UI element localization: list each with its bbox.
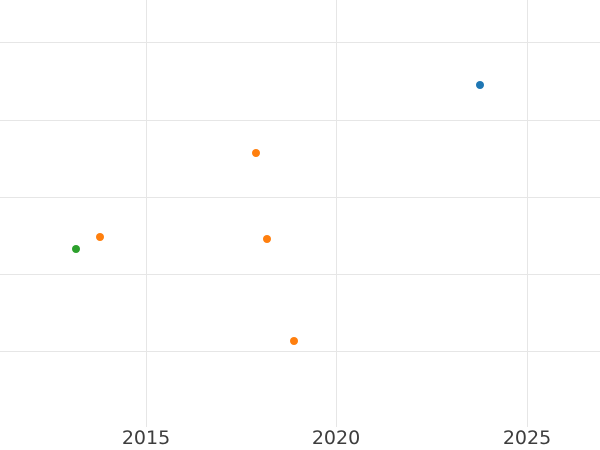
vertical-gridline (146, 0, 147, 427)
vertical-gridline (527, 0, 528, 427)
series-blue-point (476, 81, 484, 89)
series-orange-point (290, 337, 298, 345)
series-green-point (72, 245, 80, 253)
horizontal-gridline (0, 274, 600, 275)
horizontal-gridline (0, 42, 600, 43)
series-orange-point (252, 149, 260, 157)
horizontal-gridline (0, 196, 600, 198)
horizontal-gridline (0, 119, 600, 121)
horizontal-gridline (0, 351, 600, 352)
series-orange-point (96, 233, 104, 241)
vertical-gridline (336, 0, 337, 427)
series-orange-point (263, 235, 271, 243)
